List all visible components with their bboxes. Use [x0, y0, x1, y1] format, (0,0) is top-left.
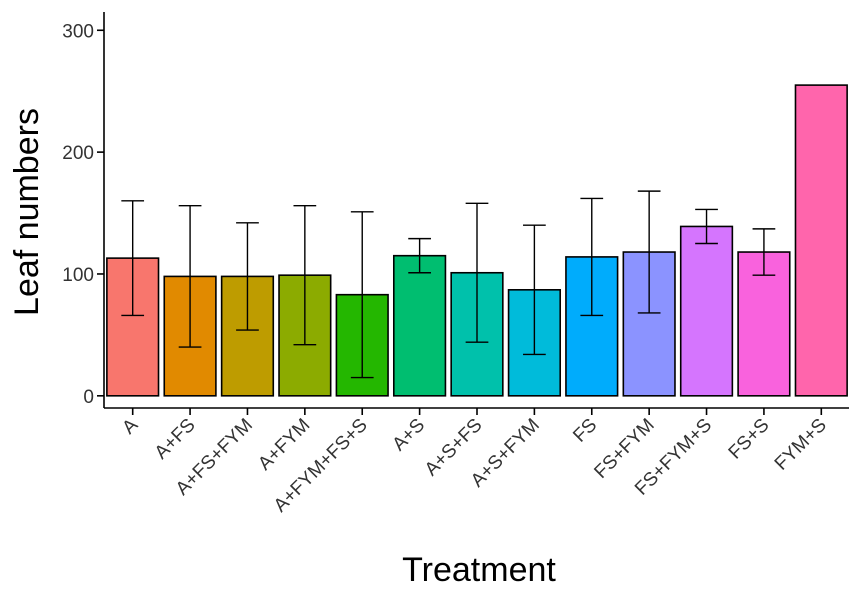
- x-tick-label-9: FS: [569, 415, 601, 447]
- error-bar-3: [236, 222, 259, 331]
- error-bars-group: [121, 190, 776, 379]
- bar-13: [794, 84, 848, 397]
- y-tick-labels: 0 100 200 300: [62, 21, 94, 408]
- error-bar-5: [350, 211, 374, 379]
- error-bar-1: [121, 200, 145, 317]
- x-axis-title: Treatment: [402, 551, 556, 589]
- y-tick-label-2: 100: [62, 265, 94, 286]
- y-tick-label-4: 300: [62, 21, 94, 42]
- error-bar-11: [695, 208, 718, 245]
- error-bar-10: [637, 190, 661, 314]
- y-tick-label-3: 200: [62, 143, 94, 164]
- error-bar-7: [465, 202, 489, 343]
- error-bar-4: [293, 205, 317, 346]
- error-bar-6: [408, 237, 431, 274]
- bar-6: [392, 254, 447, 397]
- x-tick-label-12: FS+S: [725, 415, 774, 464]
- bar-11: [679, 225, 734, 397]
- bar-12: [737, 251, 791, 397]
- x-tick-label-2: A+FS: [151, 415, 200, 464]
- y-tick-label-1: 0: [83, 387, 94, 408]
- axes-group: [97, 12, 849, 415]
- error-bar-12: [752, 228, 776, 276]
- bar-9: [565, 256, 619, 397]
- error-bar-9: [580, 197, 604, 317]
- error-bar-8: [523, 224, 546, 356]
- bars-group: [106, 84, 848, 397]
- y-axis-title: Leaf numbers: [8, 108, 46, 316]
- x-tick-label-1: A: [118, 414, 142, 438]
- x-tick-label-6: A+S: [389, 415, 430, 456]
- x-tick-label-13: FYM+S: [771, 415, 831, 475]
- error-bar-2: [178, 205, 202, 348]
